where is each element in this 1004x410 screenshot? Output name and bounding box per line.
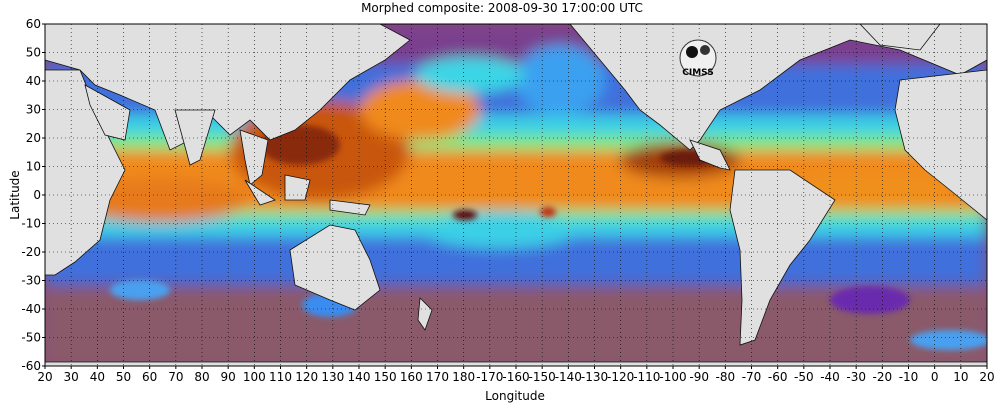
- grid-lines: [45, 24, 987, 366]
- cimss-logo: CIMSS: [679, 39, 717, 78]
- x-axis-label: Longitude: [485, 389, 545, 403]
- y-tick-label: 40: [26, 74, 41, 88]
- maritime-continent: [244, 174, 311, 206]
- y-tick-label: 20: [26, 131, 41, 145]
- x-axis-ticks: 20 30 40 50 60 70 80 90 100 110 120 130 140 150 160 170…: [37, 366, 995, 384]
- y-axis-ticks: 60 50 40 30 20 10 0 -10 -20 -30 -40 -50 -60: [21, 17, 45, 373]
- x-tick-label: -170: [476, 370, 503, 384]
- x-tick-label: 50: [116, 370, 131, 384]
- new-zealand-landmass: [417, 297, 433, 331]
- y-tick-label: -30: [21, 274, 41, 288]
- x-tick-label: 160: [400, 370, 423, 384]
- x-tick-label: 150: [374, 370, 397, 384]
- x-tick-label: 40: [90, 370, 105, 384]
- central-america-landmass: [689, 139, 731, 171]
- x-tick-label: -140: [555, 370, 582, 384]
- x-tick-label: 20: [979, 370, 994, 384]
- x-tick-label: 60: [142, 370, 157, 384]
- x-tick-label: -90: [689, 370, 709, 384]
- land-masses: [45, 24, 987, 366]
- x-tick-label: 110: [269, 370, 292, 384]
- map-title: Morphed composite: 2008-09-30 17:00:00 U…: [361, 1, 643, 15]
- x-tick-label: 180: [452, 370, 475, 384]
- x-tick-label: -120: [607, 370, 634, 384]
- x-tick-label: -150: [529, 370, 556, 384]
- y-tick-label: -50: [21, 331, 41, 345]
- x-tick-label: -50: [794, 370, 814, 384]
- y-tick-label: 10: [26, 160, 41, 174]
- x-tick-label: 120: [295, 370, 318, 384]
- y-tick-label: 30: [26, 103, 41, 117]
- y-tick-label: 0: [33, 188, 41, 202]
- india-landmass: [174, 109, 216, 166]
- north-america-landmass: [569, 24, 987, 151]
- y-axis-label: Latitude: [8, 170, 22, 220]
- australia-landmass: [289, 224, 381, 311]
- x-tick-label: -40: [820, 370, 840, 384]
- x-tick-label: 170: [426, 370, 449, 384]
- plot-area: [45, 24, 987, 366]
- west-africa-landmass: [894, 69, 987, 221]
- y-tick-label: -60: [21, 359, 41, 373]
- x-tick-label: 130: [321, 370, 344, 384]
- x-tick-label: -10: [899, 370, 919, 384]
- x-tick-label: 140: [348, 370, 371, 384]
- x-tick-label: 100: [243, 370, 266, 384]
- y-tick-label: -20: [21, 245, 41, 259]
- x-tick-label: 10: [953, 370, 968, 384]
- x-tick-label: 30: [64, 370, 79, 384]
- x-tick-label: -30: [846, 370, 866, 384]
- x-tick-label: 90: [221, 370, 236, 384]
- y-tick-label: 60: [26, 17, 41, 31]
- x-tick-label: -80: [716, 370, 736, 384]
- y-tick-label: 50: [26, 46, 41, 60]
- greenland-landmass: [859, 24, 941, 51]
- x-tick-label: -130: [581, 370, 608, 384]
- x-tick-label: 20: [37, 370, 52, 384]
- x-tick-label: 0: [931, 370, 939, 384]
- x-tick-label: -60: [768, 370, 788, 384]
- x-tick-label: -160: [502, 370, 529, 384]
- new-guinea-landmass: [329, 199, 371, 216]
- x-tick-label: 70: [168, 370, 183, 384]
- indochina-landmass: [239, 129, 269, 186]
- x-tick-label: 80: [194, 370, 209, 384]
- south-america-landmass: [729, 169, 836, 346]
- x-tick-label: -20: [873, 370, 893, 384]
- y-tick-label: -10: [21, 217, 41, 231]
- x-tick-label: -70: [742, 370, 762, 384]
- logo-label: CIMSS: [682, 68, 713, 78]
- x-tick-label: -110: [633, 370, 660, 384]
- arabia-landmass: [84, 84, 131, 141]
- y-tick-label: -40: [21, 302, 41, 316]
- x-tick-label: -100: [659, 370, 686, 384]
